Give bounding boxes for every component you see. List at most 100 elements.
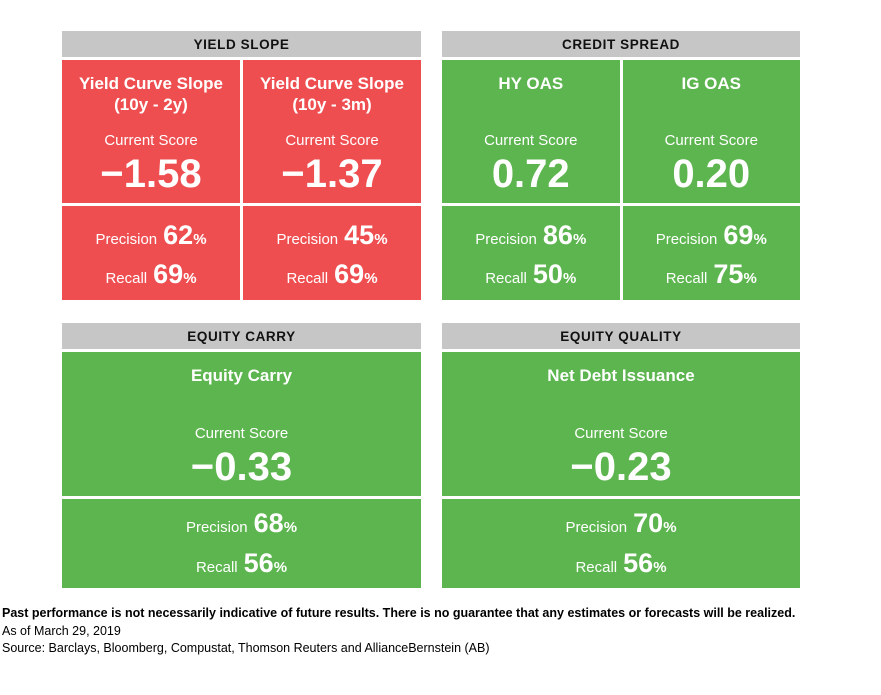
precision-label: Precision: [185, 519, 248, 537]
card-hy-oas-metrics: Precision 86% Recall 50%: [442, 206, 620, 300]
card-title-line1: Net Debt Issuance: [547, 366, 695, 385]
card-title-line2: (10y - 2y): [114, 95, 188, 114]
current-score-value: −1.37: [281, 152, 383, 196]
current-score-label: Current Score: [194, 425, 289, 442]
card-title-line1: HY OAS: [498, 74, 564, 93]
panel-header-equity-quality: EQUITY QUALITY: [442, 323, 800, 349]
panel-header-equity-carry: EQUITY CARRY: [62, 323, 421, 349]
card-ig-oas-score: IG OAS Current Score 0.20: [622, 60, 800, 203]
disclaimer-text: Past performance is not necessarily indi…: [2, 606, 796, 620]
percent-sign: %: [743, 270, 757, 288]
panel-header-label: EQUITY CARRY: [187, 328, 296, 344]
card-net-debt-issuance-score: Net Debt Issuance Current Score −0.23: [442, 352, 800, 496]
recall-metric: Recall 56%: [575, 549, 666, 582]
current-score-label: Current Score: [484, 132, 578, 149]
current-score-label: Current Score: [104, 132, 198, 149]
panel-header-label: EQUITY QUALITY: [560, 328, 682, 344]
precision-label: Precision: [276, 230, 339, 248]
precision-value: 86: [542, 219, 573, 250]
panel-equity-quality: EQUITY QUALITY Net Debt Issuance Current…: [442, 323, 800, 588]
recall-metric: Recall 69%: [286, 260, 377, 293]
current-score-label: Current Score: [664, 132, 758, 149]
current-score-label: Current Score: [574, 425, 668, 442]
recall-metric: Recall 75%: [666, 260, 757, 293]
precision-value: 45: [344, 219, 375, 250]
panel-body-equity-carry: Equity Carry Current Score −0.33 Precisi…: [62, 352, 421, 588]
recall-value: 56: [243, 547, 274, 578]
panel-body-equity-quality: Net Debt Issuance Current Score −0.23 Pr…: [442, 352, 800, 588]
card-title: Yield Curve Slope (10y - 3m): [253, 73, 411, 115]
score-block: Current Score 0.20: [633, 132, 791, 195]
footer: Past performance is not necessarily indi…: [2, 605, 881, 658]
current-score-value: −1.58: [100, 152, 202, 196]
as-of-date: As of March 29, 2019: [2, 623, 121, 638]
recall-label: Recall: [195, 558, 238, 576]
card-equity-carry-score: Equity Carry Current Score −0.33: [62, 352, 421, 496]
panel-header-credit-spread: CREDIT SPREAD: [442, 31, 800, 57]
card-title-line1: Yield Curve Slope: [260, 74, 404, 93]
card-yield-curve-10y-3m-metrics: Precision 45% Recall 69%: [243, 206, 421, 300]
panel-header-yield-slope: YIELD SLOPE: [62, 31, 421, 57]
source-text: Source: Barclays, Bloomberg, Compustat, …: [2, 641, 490, 655]
precision-metric: Precision 69%: [656, 221, 767, 254]
percent-sign: %: [273, 558, 288, 576]
card-title: IG OAS: [633, 73, 791, 94]
precision-metric: Precision 45%: [276, 221, 387, 254]
percent-sign: %: [562, 270, 577, 288]
percent-sign: %: [753, 230, 767, 248]
precision-metric: Precision 62%: [95, 221, 206, 254]
recall-label: Recall: [105, 270, 148, 288]
percent-sign: %: [653, 558, 667, 576]
card-title-line2: (10y - 3m): [292, 95, 372, 114]
percent-sign: %: [193, 230, 207, 248]
panel-equity-carry: EQUITY CARRY Equity Carry Current Score …: [62, 323, 421, 588]
recall-value: 69: [334, 259, 365, 290]
score-block: Current Score −1.37: [253, 132, 411, 195]
panel-credit-spread: CREDIT SPREAD HY OAS Current Score 0.72 …: [442, 31, 800, 300]
percent-sign: %: [364, 270, 378, 288]
precision-metric: Precision 86%: [475, 221, 586, 254]
card-title-line1: Yield Curve Slope: [79, 74, 223, 93]
percent-sign: %: [374, 230, 388, 248]
card-title: HY OAS: [452, 73, 610, 94]
percent-sign: %: [663, 519, 677, 537]
recall-label: Recall: [575, 558, 618, 576]
precision-value: 70: [633, 508, 664, 539]
precision-label: Precision: [475, 230, 537, 248]
current-score-label: Current Score: [285, 132, 379, 149]
scorecard-grid: YIELD SLOPE Yield Curve Slope (10y - 2y)…: [62, 31, 800, 588]
precision-label: Precision: [655, 230, 718, 248]
precision-value: 68: [253, 508, 284, 539]
recall-metric: Recall 56%: [196, 549, 287, 582]
recall-label: Recall: [286, 270, 329, 288]
panel-header-label: CREDIT SPREAD: [561, 36, 681, 52]
precision-value: 69: [723, 219, 754, 250]
recall-value: 69: [153, 259, 184, 290]
recall-value: 50: [532, 259, 563, 290]
recall-value: 56: [623, 547, 654, 578]
percent-sign: %: [283, 519, 298, 537]
card-yield-curve-10y-2y-score: Yield Curve Slope (10y - 2y) Current Sco…: [62, 60, 240, 203]
recall-value: 75: [713, 259, 744, 290]
recall-metric: Recall 50%: [485, 260, 576, 293]
precision-value: 62: [163, 219, 194, 250]
current-score-value: −0.33: [190, 445, 293, 489]
card-title-line1: Equity Carry: [190, 366, 293, 385]
current-score-value: −0.23: [570, 445, 672, 489]
card-hy-oas-score: HY OAS Current Score 0.72: [442, 60, 620, 203]
score-block: Current Score −0.33: [72, 425, 411, 488]
card-title: Yield Curve Slope (10y - 2y): [72, 73, 230, 115]
precision-label: Precision: [565, 519, 628, 537]
recall-metric: Recall 69%: [105, 260, 196, 293]
card-equity-carry-metrics: Precision 68% Recall 56%: [62, 499, 421, 588]
percent-sign: %: [183, 270, 197, 288]
current-score-value: 0.20: [672, 152, 751, 196]
score-block: Current Score −1.58: [72, 132, 230, 195]
score-block: Current Score 0.72: [452, 132, 610, 195]
card-net-debt-issuance-metrics: Precision 70% Recall 56%: [442, 499, 800, 588]
score-block: Current Score −0.23: [452, 425, 790, 488]
recall-label: Recall: [665, 270, 708, 288]
card-yield-curve-10y-3m-score: Yield Curve Slope (10y - 3m) Current Sco…: [243, 60, 421, 203]
card-title-line1: IG OAS: [681, 74, 741, 93]
panel-body-yield-slope: Yield Curve Slope (10y - 2y) Current Sco…: [62, 60, 421, 300]
